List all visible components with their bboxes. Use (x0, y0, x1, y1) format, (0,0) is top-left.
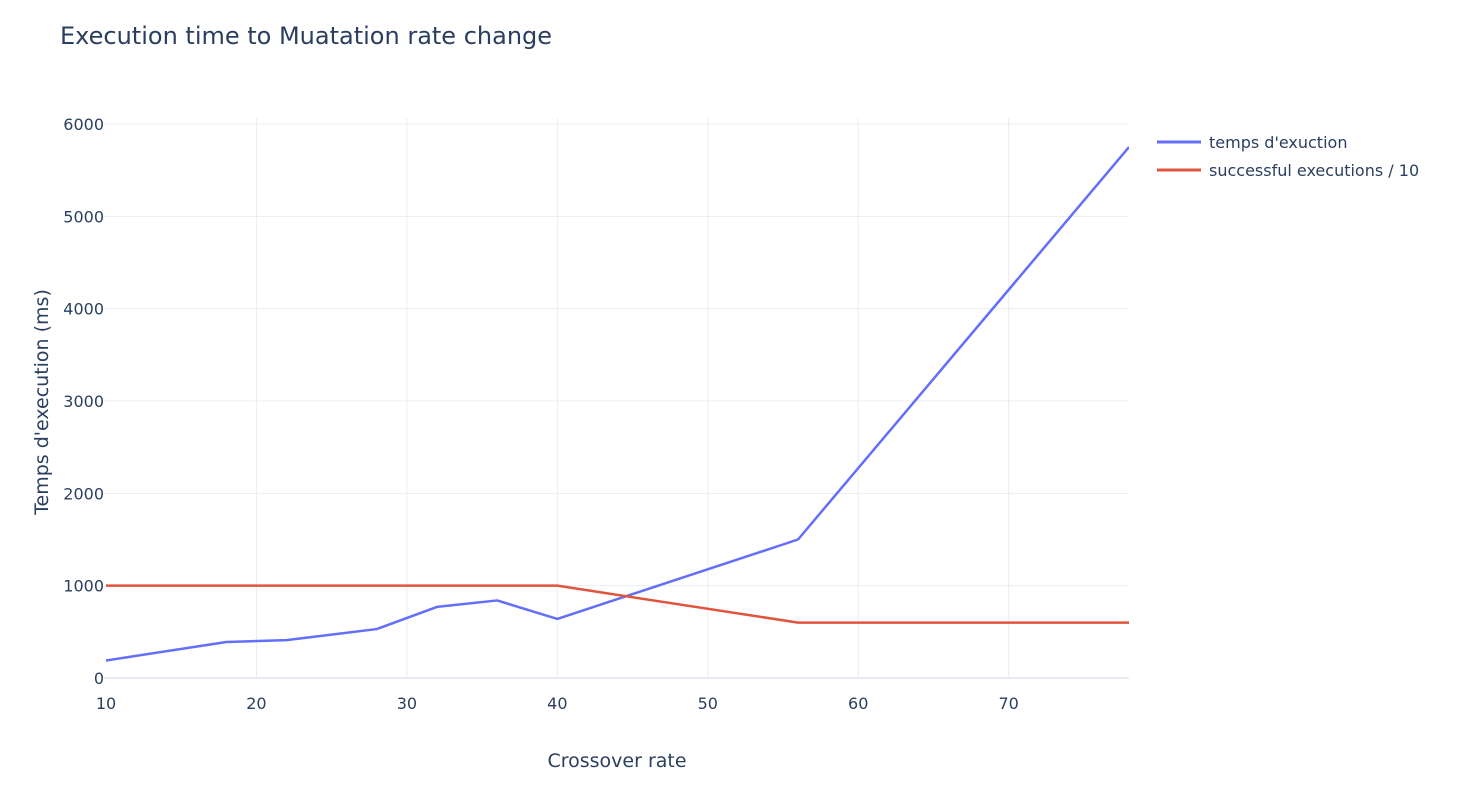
y-tick-label: 2000 (63, 484, 104, 503)
y-tick-label: 4000 (63, 300, 104, 319)
x-tick-label: 40 (547, 694, 567, 713)
series-line-1[interactable] (106, 146, 1129, 662)
y-tick-label: 0 (94, 669, 104, 688)
y-tick-label: 6000 (63, 115, 104, 134)
series-lines (106, 146, 1129, 662)
legend: temps d'exuction successful executions / … (1157, 133, 1419, 180)
y-tick-label: 3000 (63, 392, 104, 411)
y-axis-title: Temps d'execution (ms) (31, 289, 53, 516)
x-tick-label: 60 (848, 694, 868, 713)
chart-title: Execution time to Muatation rate change (60, 22, 552, 50)
axes: 10 20 30 40 50 60 70 0 1000 2000 3000 4000 5000 6000 (63, 115, 1019, 713)
x-tick-label: 30 (397, 694, 417, 713)
x-tick-label: 20 (246, 694, 266, 713)
grid (104, 118, 1129, 679)
y-tick-label: 5000 (63, 207, 104, 226)
x-tick-label: 50 (698, 694, 718, 713)
y-tick-label: 1000 (63, 577, 104, 596)
x-axis-title: Crossover rate (547, 750, 686, 772)
legend-label[interactable]: successful executions / 10 (1209, 161, 1419, 180)
series-line-2[interactable] (106, 584, 1129, 624)
x-tick-label: 10 (96, 694, 116, 713)
x-tick-label: 70 (998, 694, 1018, 713)
legend-label[interactable]: temps d'exuction (1209, 133, 1347, 152)
